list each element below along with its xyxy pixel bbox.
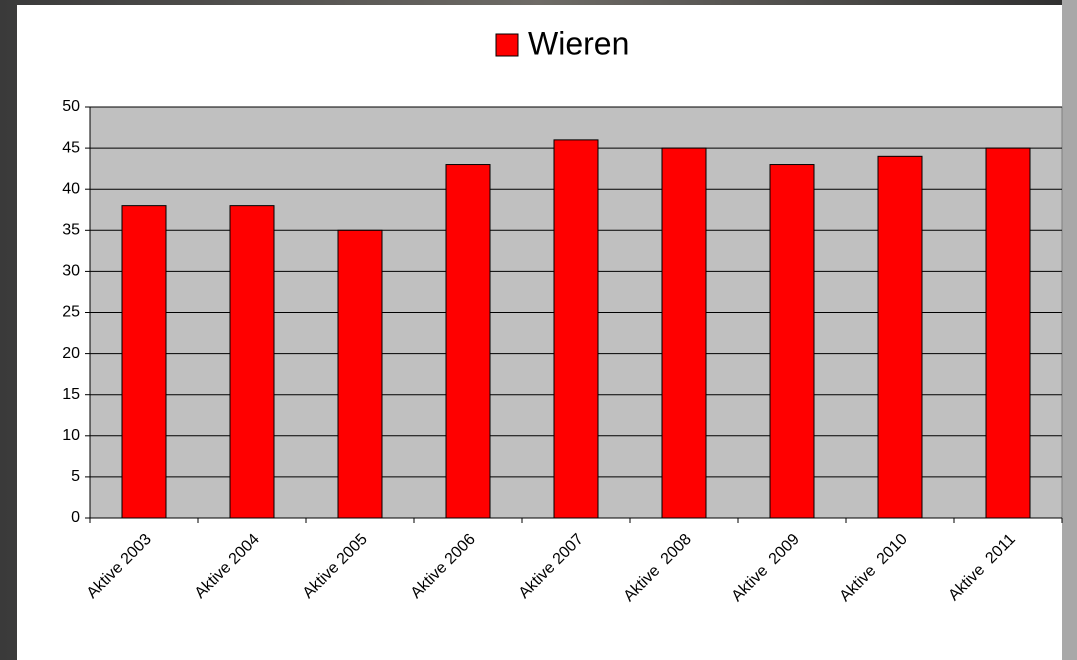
bar (122, 206, 166, 518)
y-tick-label: 35 (62, 222, 80, 239)
legend-swatch (496, 34, 518, 56)
y-tick-label: 10 (62, 427, 80, 444)
y-tick-label: 40 (62, 180, 80, 197)
y-tick-label: 15 (62, 386, 80, 403)
legend-label: Wieren (528, 25, 629, 61)
bar (770, 165, 814, 518)
side-strip (1062, 0, 1077, 660)
bar (338, 230, 382, 518)
y-tick-label: 0 (71, 509, 80, 526)
bar (446, 165, 490, 518)
y-tick-label: 20 (62, 345, 80, 362)
bar (230, 206, 274, 518)
y-tick-label: 5 (71, 468, 80, 485)
bar (878, 156, 922, 518)
bar (986, 148, 1030, 518)
y-tick-label: 30 (62, 263, 80, 280)
y-tick-label: 45 (62, 139, 80, 156)
y-tick-label: 50 (62, 98, 80, 115)
chart: Wieren 05101520253035404550Aktive 2003Ak… (0, 0, 1077, 660)
y-tick-label: 25 (62, 304, 80, 321)
bar (662, 148, 706, 518)
bar (554, 140, 598, 518)
